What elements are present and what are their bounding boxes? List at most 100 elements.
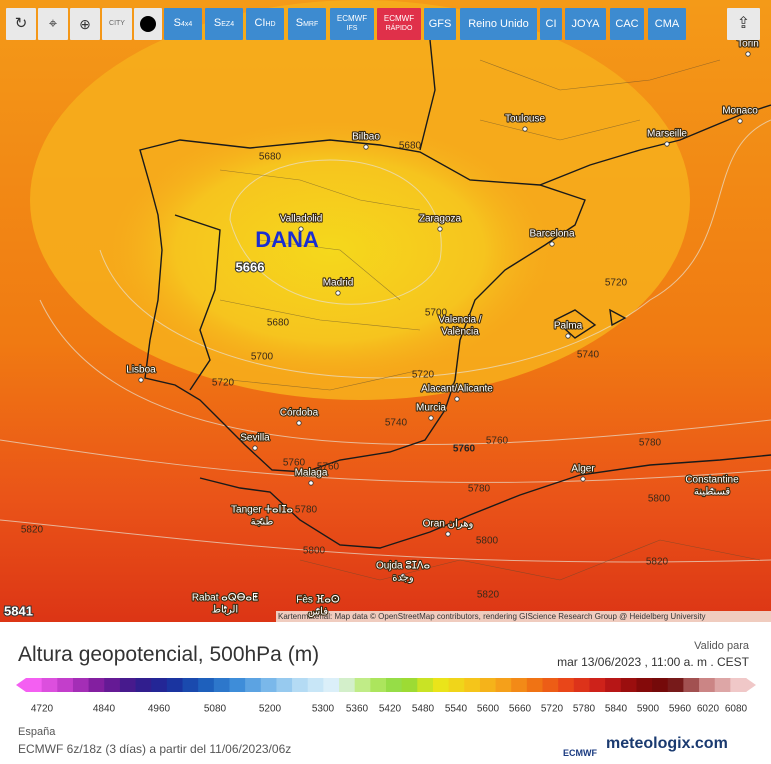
reload-button[interactable]: ↻ [6,8,36,40]
colorbar-segment [292,678,309,692]
contour-label: 5760 [317,462,340,473]
city-label: Valencia / [438,315,481,326]
button-text: SMRF [296,18,319,30]
model-button[interactable]: CI [540,8,562,40]
dot-button[interactable] [134,8,162,40]
colorbar-segment [667,678,684,692]
city-label: Malaga [295,468,328,479]
colorbar-tick-label: 5540 [445,704,468,715]
model-button[interactable]: CMA [648,8,686,40]
colorbar-segment [730,678,747,692]
model-button[interactable]: GFS [424,8,456,40]
colorbar-segment [511,678,528,692]
city-label: Tanger ⵜⴰⵏⵊⴰ [231,505,293,516]
model-button[interactable]: ECMWF IFS [330,8,374,40]
colorbar-tick-label: 5840 [605,704,628,715]
city-label: Córdoba [280,408,319,419]
model-button[interactable]: Reino Unido [460,8,537,40]
colorbar-segment [245,678,262,692]
city-button[interactable]: CITY [102,8,132,40]
button-label: CMA [654,18,680,30]
model-button[interactable]: CAC [610,8,644,40]
colorbar-segment [213,678,230,692]
colorbar: 4720 4840 4960 5080 5200 5300 5360 5420 5480 5540… [16,678,756,715]
contour-label: 5820 [477,590,500,601]
colorbar-segment [526,678,544,692]
valid-time: mar 13/06/2023 , 11:00 a. m . CEST [557,655,749,669]
attribution-bg [276,611,771,622]
colorbar-tick-label: 5420 [379,704,402,715]
contour-label: 5780 [468,484,491,495]
contour-label: 5820 [21,525,44,536]
colorbar-segment [166,678,184,692]
colorbar-segment [699,678,716,692]
city-dot [308,480,314,486]
button-sub: IFS [346,25,358,32]
contour-label: 5680 [267,318,290,329]
model-button[interactable]: SMRF [288,8,326,40]
colorbar-segment [72,678,90,692]
colorbar-tick-label: 6080 [725,704,748,715]
colorbar-segment [386,678,403,692]
city-dot [428,415,434,421]
model-button[interactable]: S4x4 [164,8,202,40]
colorbar-segment [589,678,606,692]
colorbar-segment [401,678,418,692]
contours [0,119,771,563]
map: DANA 5666 5841 Kartenmaterial: Map data … [0,0,771,622]
city-label: Lisboa [126,365,156,376]
colorbar-segment [135,678,152,692]
model-button[interactable]: CIHD [246,8,284,40]
coastline [139,39,771,549]
colorbar-segment [151,678,168,692]
model-button[interactable]: ECMWF RÁPIDO [377,8,421,40]
colorbar-segment [307,678,324,692]
city-dot [664,141,670,147]
city-label: Oran وهران [423,519,474,530]
city-dot [138,377,144,383]
zoom-button[interactable]: ⊕ [70,8,100,40]
model-button[interactable]: SEZ4 [205,8,243,40]
model-button[interactable]: JOYA [565,8,606,40]
contour-label: 5780 [639,438,662,449]
city-dot [252,445,258,451]
button-label: JOYA [571,18,600,30]
button-label: S [295,17,304,29]
contour-label: 5740 [577,350,600,361]
corner-value: 5841 [4,603,33,618]
contour-label: 5720 [212,378,235,389]
button-text: Reino Unido [468,19,529,30]
button-text: ECMWF [384,14,414,24]
location-button[interactable]: ⌖ [38,8,68,40]
colorbar-tick-label: 5200 [259,704,282,715]
button-sub: EZ4 [221,21,235,28]
contour-label: 5820 [646,557,669,568]
city-dot [565,333,571,339]
city-label: Barcelona [529,229,574,240]
city-dot [335,290,341,296]
city-dot [298,226,304,232]
city-dot [745,51,751,57]
button-label: S [213,17,222,29]
city-label: Marseille [647,129,687,140]
city-dot [400,573,406,579]
colorbar-tick-label: 5480 [412,704,435,715]
contour-label: 5720 [605,278,628,289]
field-core [110,120,550,380]
colorbar-segment [605,678,622,692]
colorbar-tick-label: 5600 [477,704,500,715]
colorbar-tick-label: 5960 [669,704,692,715]
colorbar-segment [683,678,700,692]
colorbar-tick-label: 4720 [31,704,54,715]
city-dot [709,487,715,493]
colorbar-segment [323,678,340,692]
button-text: JOYA [571,18,600,30]
share-button[interactable]: ⇪ [727,8,760,40]
button-sub: RÁPIDO [385,25,413,32]
button-label: ECMWF [383,14,415,23]
colorbar-tick-label: 4960 [148,704,171,715]
contour-label: 5700 [251,352,274,363]
model-run: ECMWF 6z/18z (3 días) a partir del 11/06… [18,742,292,756]
contour-label: 5760 [283,458,306,469]
